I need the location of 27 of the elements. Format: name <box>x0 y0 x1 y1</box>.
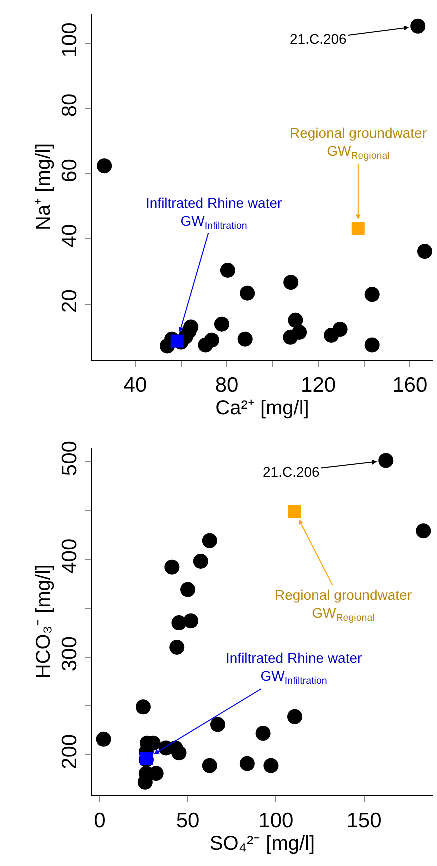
y-tick-label: 20 <box>58 290 82 313</box>
annotation: Regional groundwater GW$_{Regional}$ <box>290 125 428 162</box>
y-tick-label: 80 <box>58 94 82 118</box>
x-tick-label: 150 <box>346 809 382 832</box>
x-tick-label: 0 <box>94 809 106 832</box>
annotation: Regional groundwater GW$_{Regional}$ <box>275 587 412 624</box>
x-tick-label: 50 <box>176 809 200 832</box>
y-tick-label: 200 <box>58 734 82 770</box>
annotation: Infiltrated Rhine water GW$_{Infiltration}$ <box>226 650 363 688</box>
x-axis-title: Ca²⁺ [mg/l] <box>216 398 310 420</box>
y-tick-label: 500 <box>58 441 82 476</box>
x-axis-title: SO₄²⁻ [mg/l] <box>210 832 316 855</box>
x-tick-label: 40 <box>124 374 148 398</box>
y-tick-label: 100 <box>58 22 82 58</box>
annotation: 21.C.206 <box>290 31 348 47</box>
x-tick-label: 80 <box>215 374 239 398</box>
y-tick-label: 60 <box>58 159 82 182</box>
y-axis-title: HCO₃⁻ [mg/l] <box>33 564 56 679</box>
y-tick-label: 40 <box>58 224 82 248</box>
annotation: Infiltrated Rhine water GW$_{Infiltration}$ <box>146 195 283 232</box>
x-tick-label: 120 <box>301 374 336 398</box>
x-tick-label: 160 <box>392 374 428 398</box>
y-tick-label: 400 <box>58 538 82 574</box>
x-tick-label: 100 <box>258 809 294 832</box>
y-tick-label: 300 <box>58 636 82 672</box>
y-axis-title: Na⁺ [mg/l] <box>33 143 56 230</box>
annotation: 21.C.206 <box>263 464 320 480</box>
